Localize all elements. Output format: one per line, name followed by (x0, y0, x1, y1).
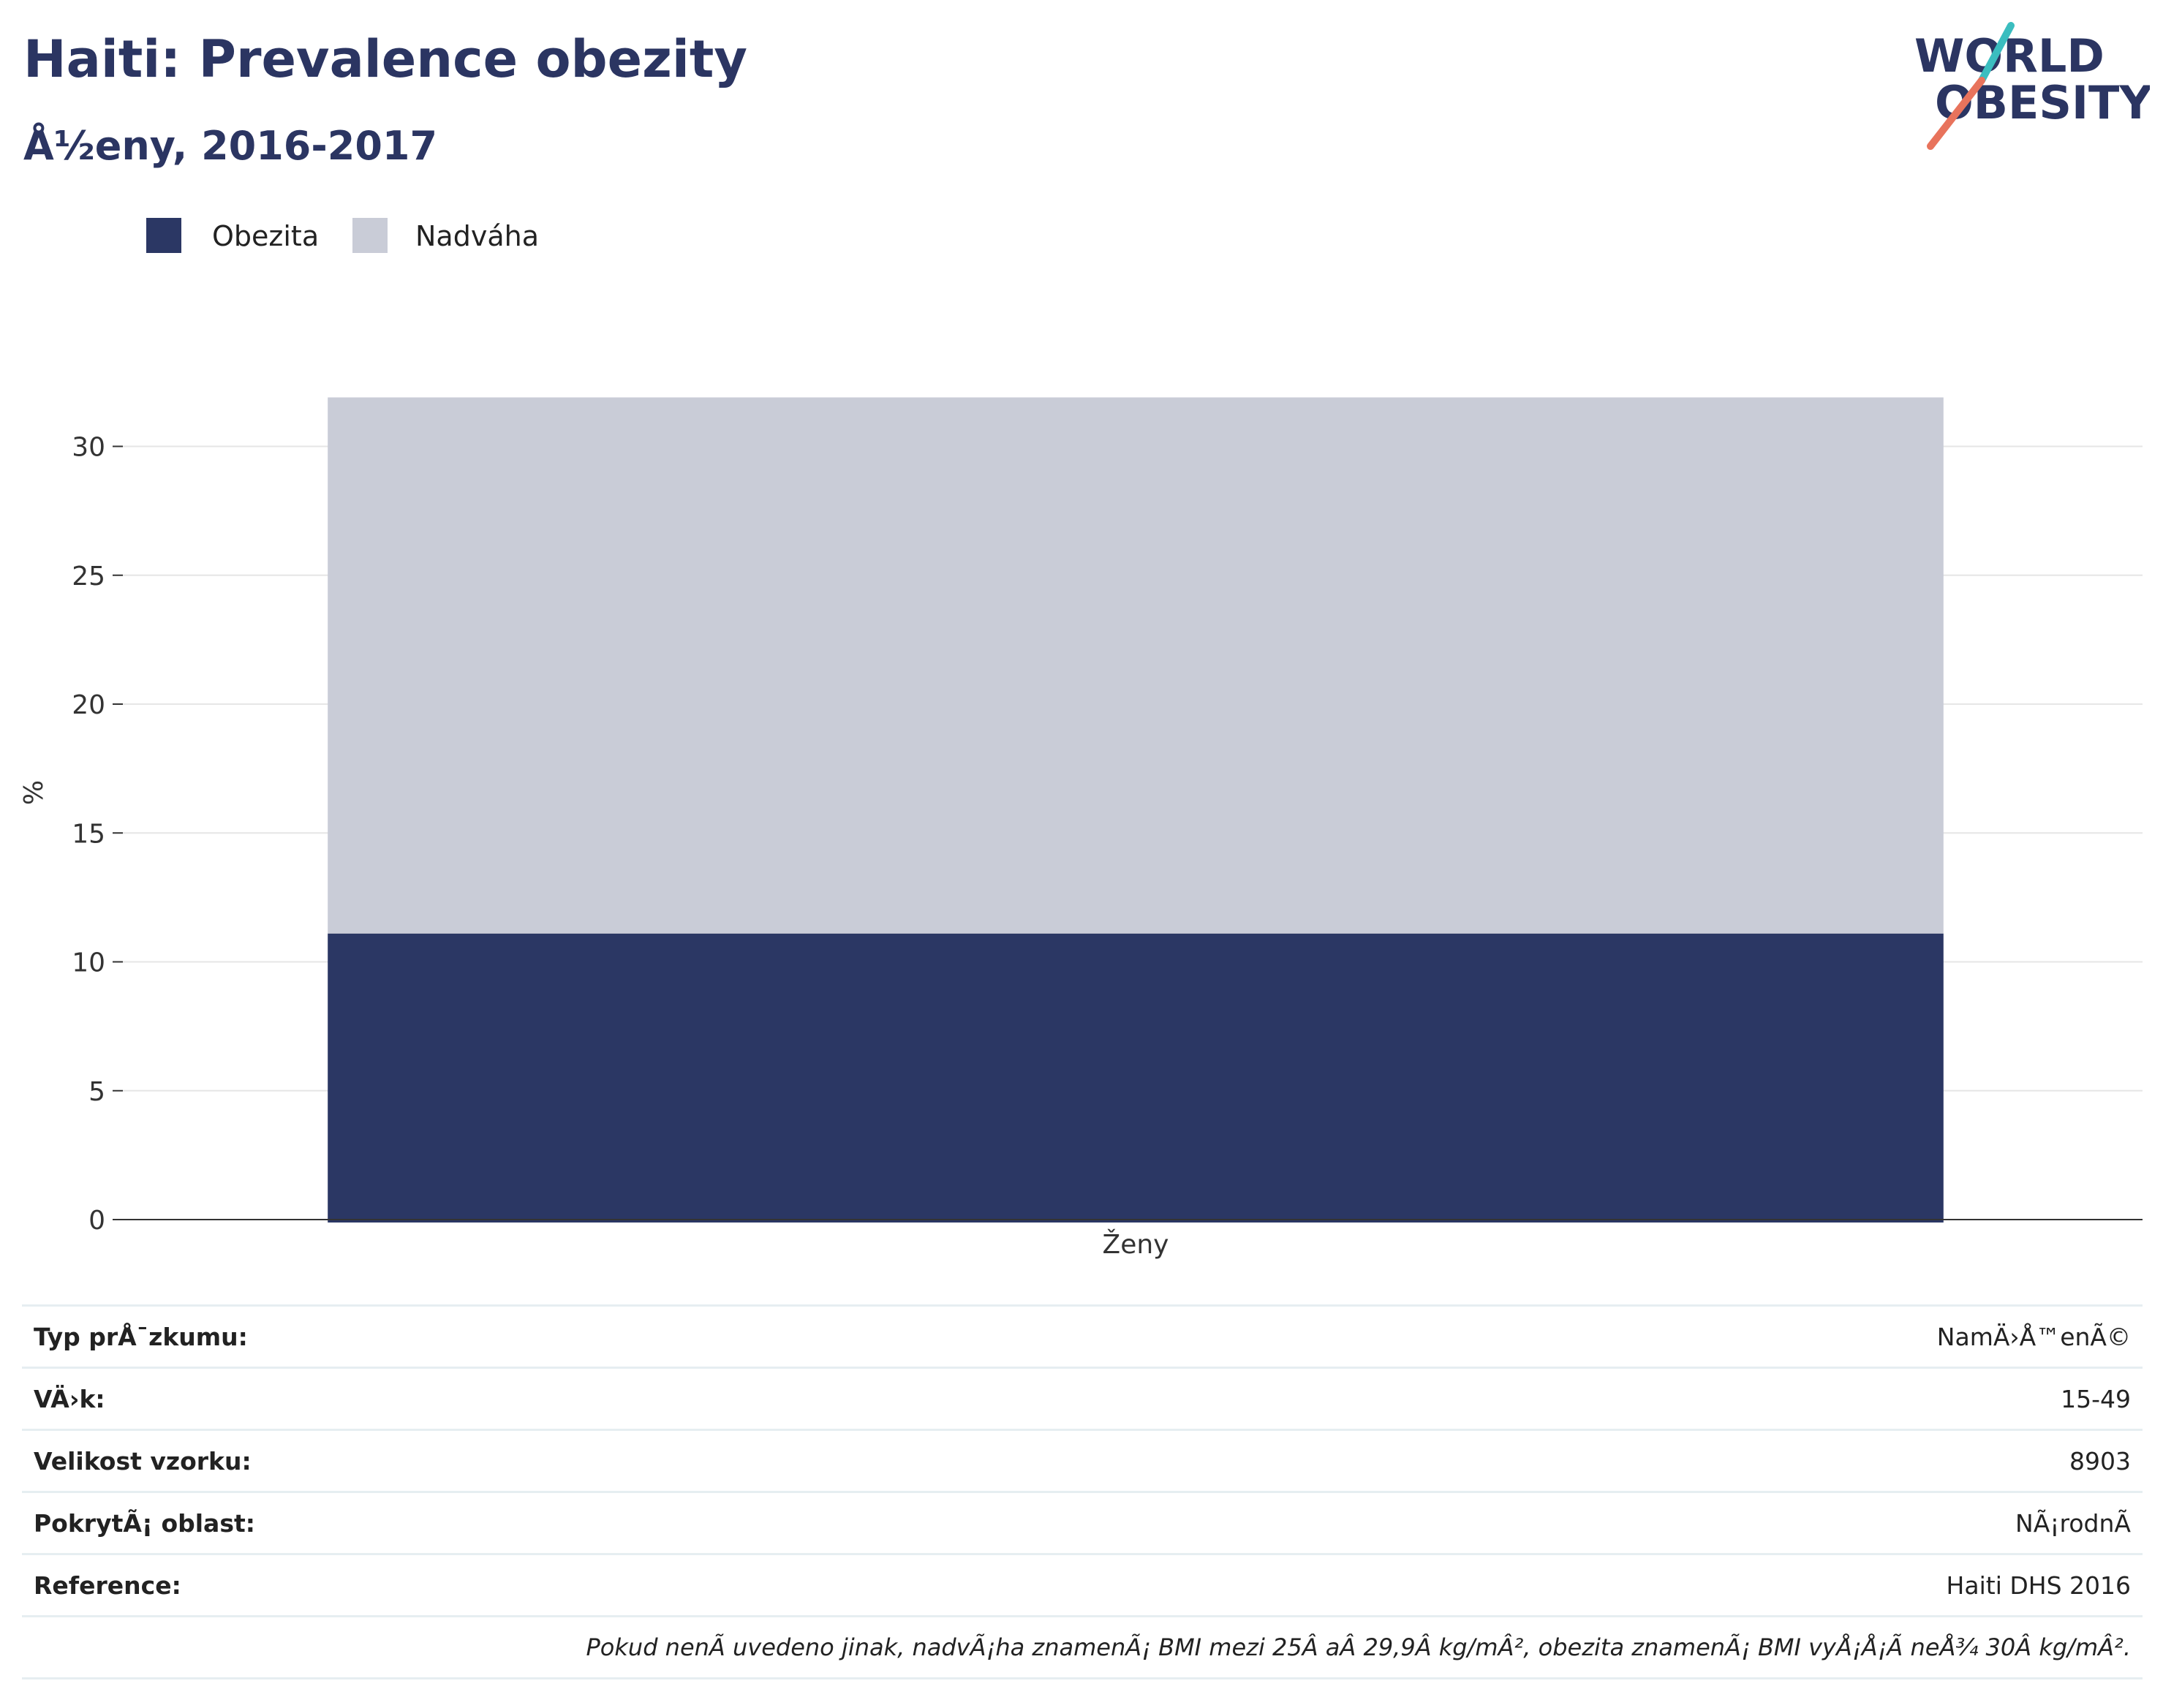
info-value: NÃ¡rodnÃ (1145, 1492, 2143, 1555)
info-label: Typ prÅ¯zkumu: (22, 1304, 1146, 1369)
info-value: Haiti DHS 2016 (1145, 1554, 2143, 1617)
legend-swatch-nadvaha (352, 218, 388, 253)
svg-text:WORLD: WORLD (1914, 29, 2105, 83)
legend-swatch-obezita (146, 218, 181, 253)
info-row: PokrytÃ¡ oblast: NÃ¡rodnÃ (22, 1492, 2143, 1555)
svg-text:OBESITY: OBESITY (1935, 76, 2150, 129)
y-tick-label: 25 (72, 562, 105, 592)
info-label: Velikost vzorku: (22, 1429, 1146, 1493)
y-tick-label: 15 (72, 819, 105, 849)
x-axis-ticks: Ženy (1103, 1229, 1169, 1260)
info-label: PokrytÃ¡ oblast: (22, 1492, 1146, 1555)
legend: Obezita Nadváha (146, 218, 539, 253)
bar-segment-obezita (328, 933, 1944, 1223)
info-row: Typ prÅ¯zkumu: NamÄ›Å™enÃ© (22, 1304, 2143, 1369)
info-value: 15-49 (1145, 1367, 2143, 1431)
y-tick-label: 5 (88, 1077, 105, 1107)
world-obesity-logo: WORLD OBESITY (1914, 22, 2150, 150)
footnote-row: Pokud nenÃ uvedeno jinak, nadvÃ¡ha zname… (22, 1616, 2143, 1679)
chart-title: Haiti: Prevalence obezity (23, 29, 747, 89)
y-axis-ticks: 0 5 10 15 20 25 30 (72, 433, 123, 1236)
y-tick-label: 0 (88, 1206, 105, 1236)
footnote: Pokud nenÃ uvedeno jinak, nadvÃ¡ha zname… (22, 1616, 2143, 1679)
legend-label-nadvaha: Nadváha (415, 220, 539, 252)
stacked-bar-chart: Obezita Nadváha 0 5 10 15 20 25 30 Ženy % (19, 218, 2143, 1260)
y-axis-label: % (19, 780, 49, 805)
x-tick-label: Ženy (1103, 1229, 1169, 1260)
info-row: Velikost vzorku: 8903 (22, 1429, 2143, 1493)
info-row: Reference: Haiti DHS 2016 (22, 1554, 2143, 1617)
survey-info-table: Typ prÅ¯zkumu: NamÄ›Å™enÃ© VÄ›k: 15-49 Velik… (22, 1304, 2143, 1679)
y-tick-label: 10 (72, 948, 105, 978)
info-value: 8903 (1145, 1429, 2143, 1493)
legend-label-obezita: Obezita (212, 220, 319, 252)
bar-segment-nadvaha (328, 397, 1944, 934)
y-tick-label: 30 (72, 433, 105, 463)
info-value: NamÄ›Å™enÃ© (1145, 1304, 2143, 1369)
info-label: VÄ›k: (22, 1367, 1146, 1431)
chart-subtitle: Å½eny, 2016-2017 (23, 123, 438, 169)
bars (328, 397, 1944, 1223)
info-label: Reference: (22, 1554, 1146, 1617)
y-tick-label: 20 (72, 690, 105, 720)
info-row: VÄ›k: 15-49 (22, 1367, 2143, 1431)
